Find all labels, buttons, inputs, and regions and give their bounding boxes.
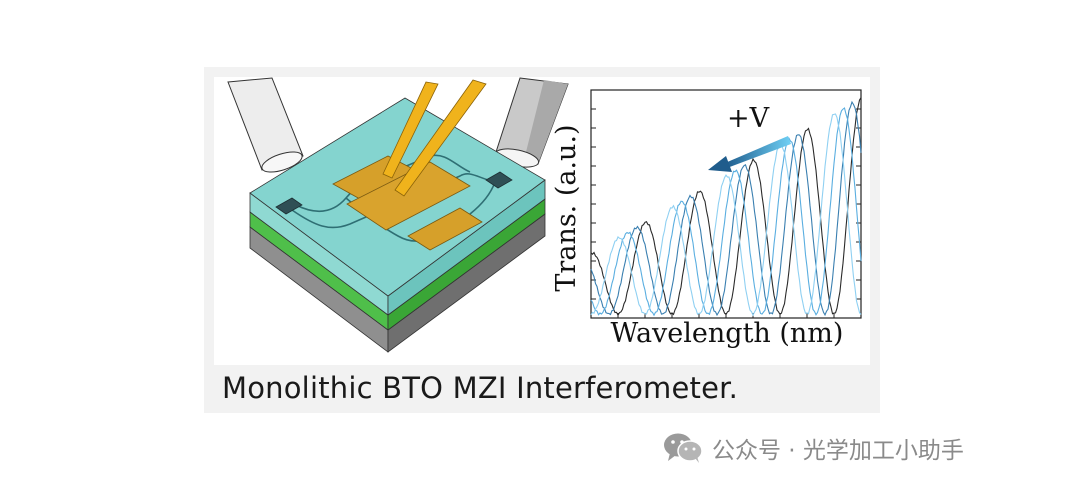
grating-coupler-right: [485, 171, 513, 189]
transmission-plot: [590, 89, 862, 319]
mzi-device-illustration: [227, 77, 569, 353]
spectra-series: [590, 97, 862, 317]
probe-needles: [382, 79, 487, 197]
left-probe-cylinder: [227, 77, 304, 173]
y-axis-label: Trans. (a.u.): [551, 124, 582, 292]
grating-coupler-left: [275, 197, 303, 215]
watermark-text: 公众号 · 光学加工小助手: [712, 438, 964, 464]
spectrum-line: [590, 113, 862, 317]
voltage-annotation: +V: [727, 103, 770, 134]
spectrum-line: [590, 107, 862, 317]
voltage-arrow-icon: [708, 136, 791, 172]
wechat-icon: [664, 433, 703, 463]
x-axis-label: Wavelength (nm): [610, 318, 844, 349]
watermark: 公众号 · 光学加工小助手: [662, 430, 964, 466]
right-probe-cylinder: [494, 77, 569, 168]
plot-axes-box: [590, 89, 862, 319]
figure-caption: Monolithic BTO MZI Interferometer.: [222, 371, 739, 405]
